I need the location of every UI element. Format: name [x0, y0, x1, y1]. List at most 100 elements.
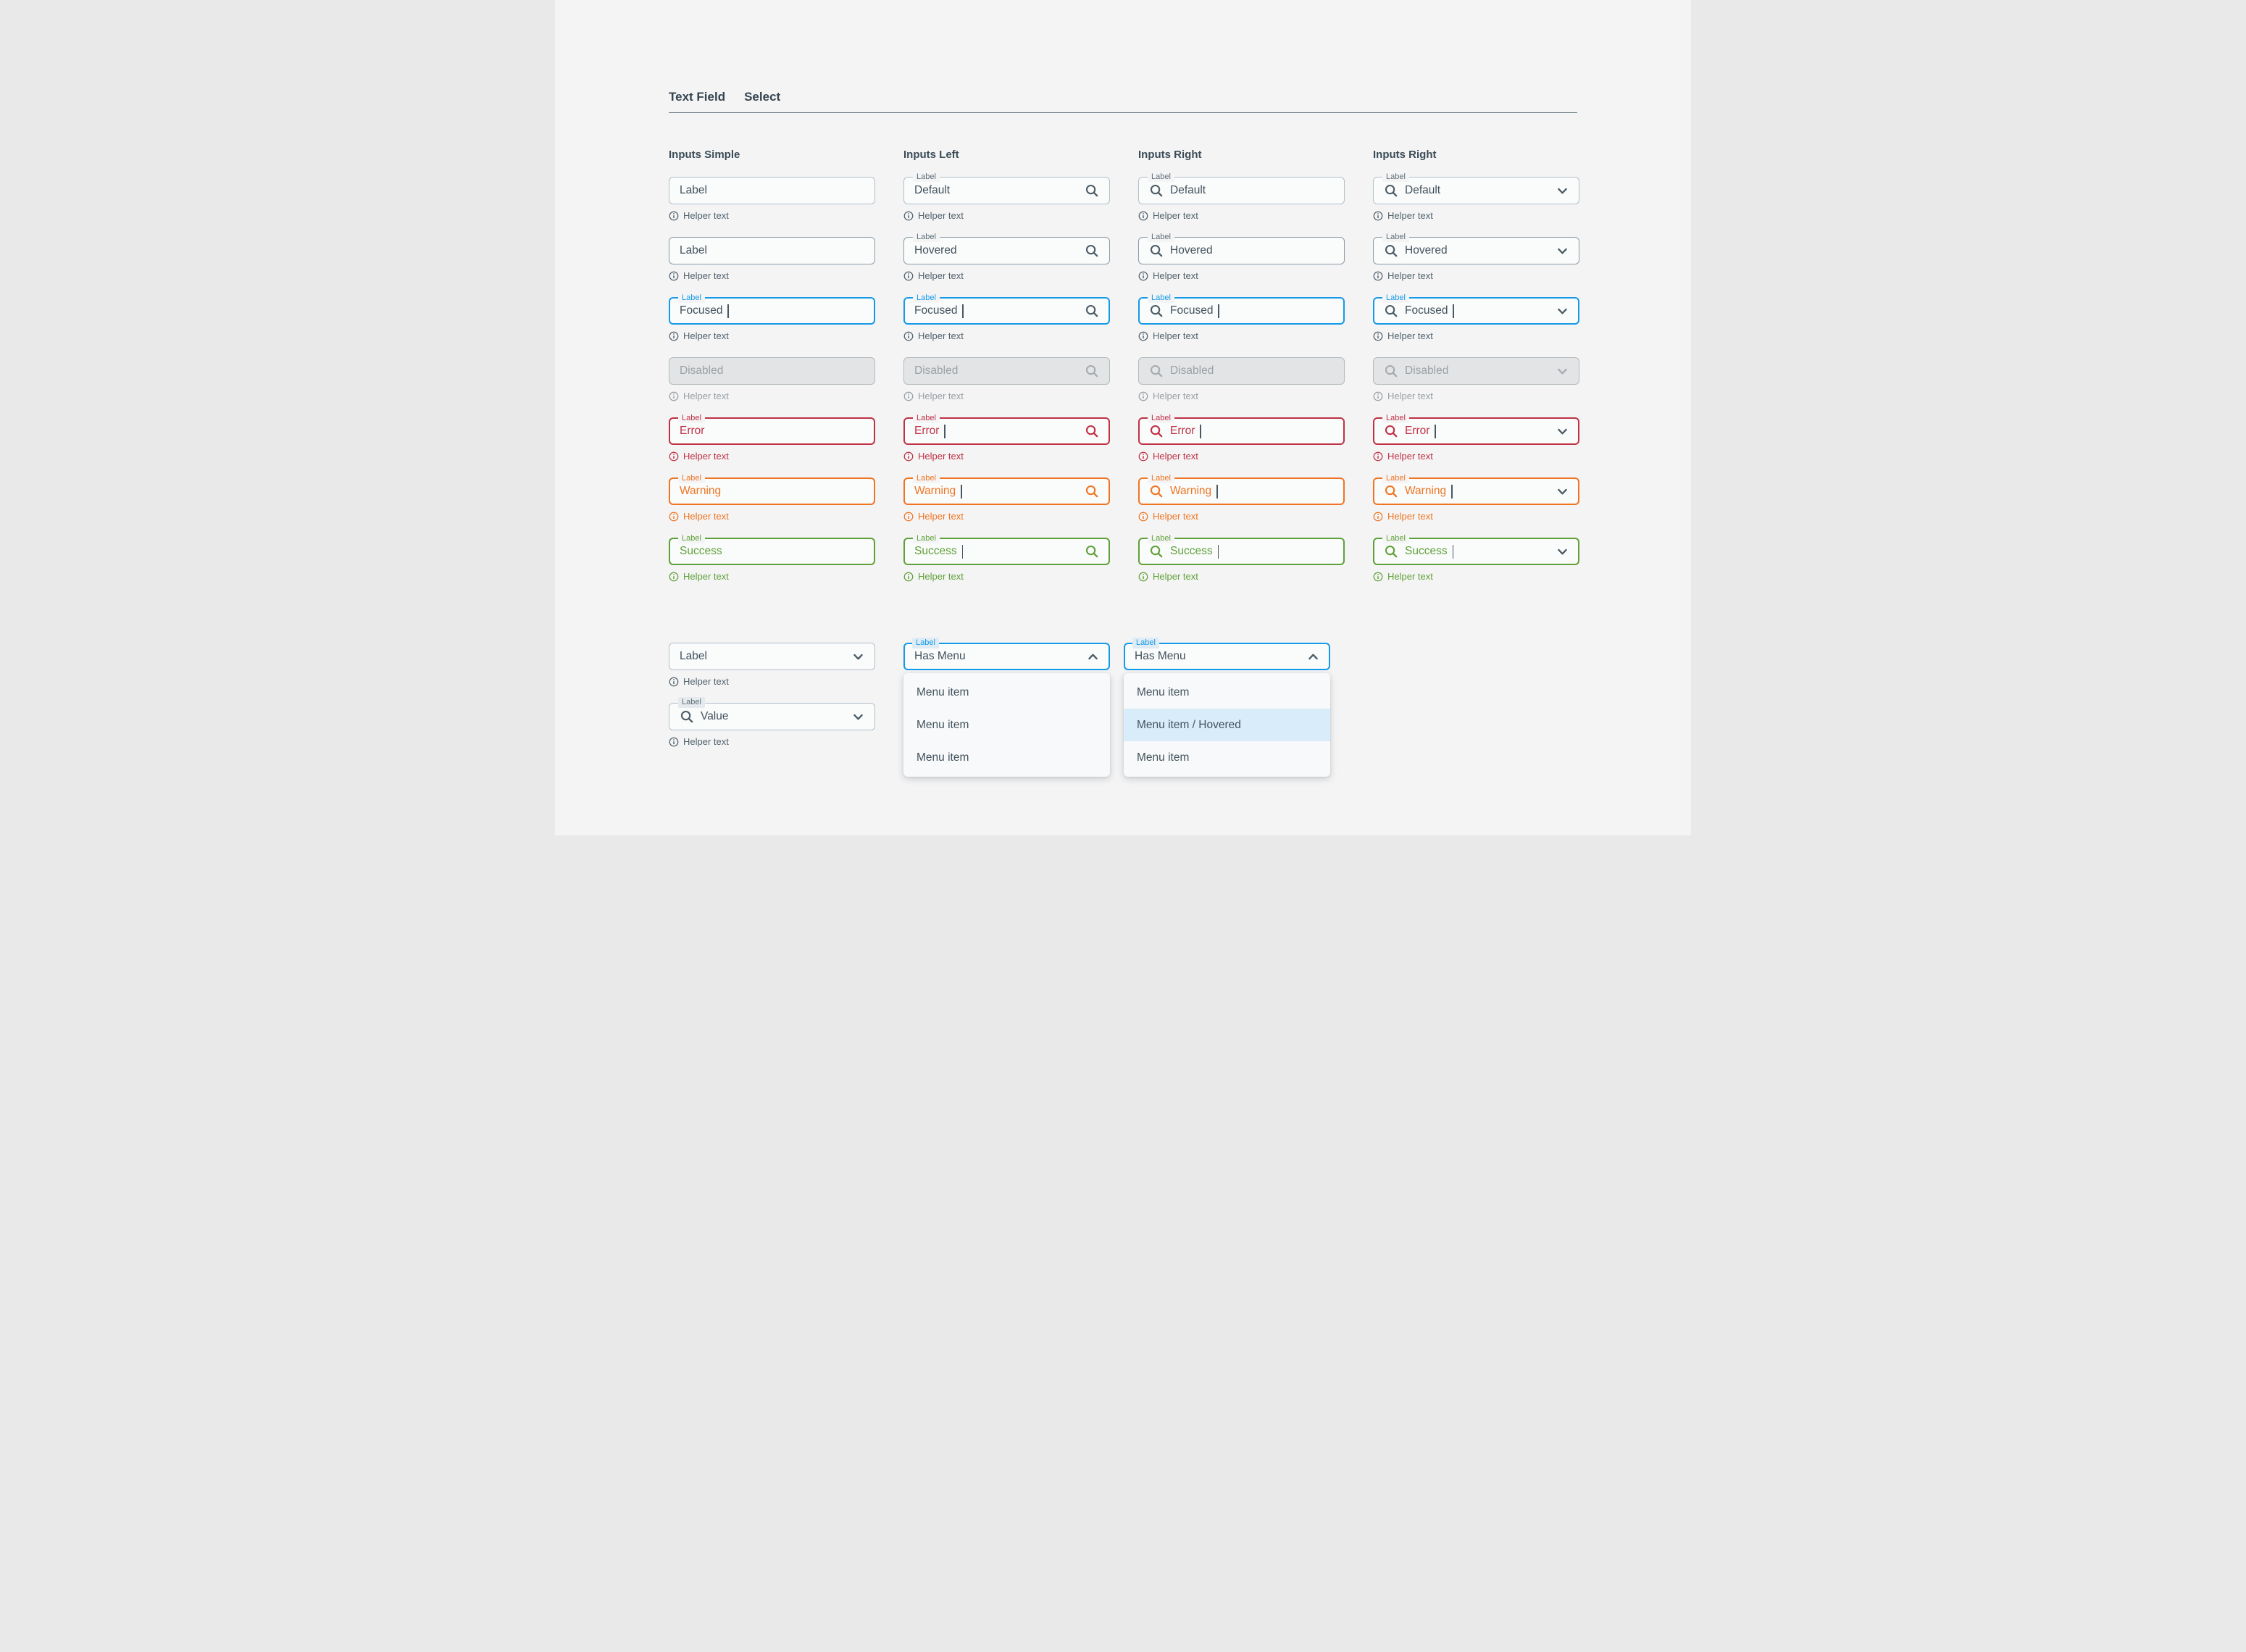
text-input-warning[interactable]: Label Warning — [903, 474, 1110, 505]
search-icon — [1150, 485, 1163, 498]
info-icon — [1138, 451, 1148, 461]
text-input-disabled[interactable]: Disabled — [1138, 357, 1345, 385]
helper-text-label: Helper text — [1387, 511, 1433, 522]
text-input-default[interactable]: Label — [669, 177, 875, 204]
input-value: Disabled — [1405, 364, 1449, 377]
select-input[interactable]: Label — [669, 643, 875, 670]
floating-label: Label — [1382, 233, 1409, 242]
input-value: Focused — [914, 304, 958, 317]
helper-text-label: Helper text — [683, 330, 729, 341]
chevron-down-icon — [1558, 308, 1567, 314]
floating-label: Label — [678, 697, 705, 708]
floating-label: Label — [913, 474, 940, 483]
text-input-warning[interactable]: Label Warning — [669, 474, 875, 505]
menu-item[interactable]: Menu item / Hovered — [1124, 709, 1330, 741]
text-input-success[interactable]: Label Success — [1373, 534, 1579, 565]
field-focused: Label Focused Helper text — [669, 293, 875, 341]
helper-text: Helper text — [1373, 391, 1579, 401]
select-examples: Label Helper text Label Value Helper text — [669, 643, 875, 763]
text-input-error[interactable]: Label Error — [1138, 414, 1345, 445]
design-system-page: Text Field Select Inputs Simple Label Help… — [555, 0, 1691, 835]
menu-item[interactable]: Menu item — [1137, 751, 1190, 764]
input-value: Error — [1170, 425, 1195, 437]
input-value: Success — [680, 545, 722, 557]
helper-text-label: Helper text — [683, 391, 729, 401]
helper-text: Helper text — [669, 676, 875, 687]
menu-item[interactable]: Menu item — [917, 751, 969, 764]
info-icon — [903, 572, 914, 581]
text-input-disabled[interactable]: Disabled — [669, 357, 875, 385]
text-input-success[interactable]: Label Success — [669, 534, 875, 565]
search-icon — [1085, 425, 1098, 438]
text-input-success[interactable]: Label Success — [1138, 534, 1345, 565]
text-input-disabled[interactable]: Disabled — [1373, 357, 1579, 385]
info-icon — [669, 271, 679, 280]
text-input-warning[interactable]: Label Warning — [1373, 474, 1579, 505]
helper-text: Helper text — [669, 210, 875, 221]
column-0: Inputs Simple Label Helper text Label Helper… — [669, 149, 875, 598]
text-input-warning[interactable]: Label Warning — [1138, 474, 1345, 505]
helper-text: Helper text — [669, 571, 875, 582]
menu-item[interactable]: Menu item — [917, 718, 969, 731]
text-input-success[interactable]: Label Success — [903, 534, 1110, 565]
text-input-default[interactable]: Label Default — [1138, 172, 1345, 204]
select-input-open[interactable]: Label Has Menu — [1124, 638, 1330, 670]
tab-text-field[interactable]: Text Field — [669, 90, 726, 104]
column-title: Inputs Right — [1138, 149, 1202, 161]
floating-label: Label — [1382, 414, 1409, 423]
field-focused: Label Focused Helper text — [1373, 293, 1579, 341]
field-focused: Label Focused Helper text — [1138, 293, 1345, 341]
select-input[interactable]: Label Value — [669, 697, 875, 730]
field-success: Label Success Helper text — [669, 534, 875, 582]
input-value: Error — [680, 425, 705, 437]
helper-text: Helper text — [1373, 330, 1579, 341]
text-input-error[interactable]: Label Error — [669, 414, 875, 445]
floating-label: Label — [1382, 534, 1409, 543]
field-success: Label Success Helper text — [903, 534, 1110, 582]
helper-text: Helper text — [1138, 270, 1345, 281]
field-hovered: Label Hovered Helper text — [903, 233, 1110, 281]
field-warning: Label Warning Helper text — [1138, 474, 1345, 522]
text-input-hovered[interactable]: Label Hovered — [1138, 233, 1345, 264]
helper-text: Helper text — [1138, 511, 1345, 522]
select-with-open-menu-hovered: Label Has Menu Menu item Menu item / Hovere… — [1124, 638, 1330, 777]
menu-item[interactable]: Menu item — [1137, 685, 1190, 698]
text-input-error[interactable]: Label Error — [1373, 414, 1579, 445]
input-value: Success — [1170, 545, 1213, 557]
input-value: Success — [1405, 545, 1448, 557]
text-input-default[interactable]: Label Default — [1373, 172, 1579, 204]
floating-label: Label — [913, 534, 940, 543]
input-value: Hovered — [1405, 244, 1448, 256]
select-field: Label Value Helper text — [669, 697, 875, 747]
search-icon — [1385, 364, 1398, 377]
text-input-error[interactable]: Label Error — [903, 414, 1110, 445]
field-warning: Label Warning Helper text — [1373, 474, 1579, 522]
info-icon — [669, 737, 679, 746]
input-value: Disabled — [1170, 364, 1214, 377]
search-icon — [1385, 244, 1398, 257]
floating-label: Label — [1382, 474, 1409, 483]
helper-text-label: Helper text — [1387, 451, 1433, 462]
field-success: Label Success Helper text — [1373, 534, 1579, 582]
text-cursor — [1216, 484, 1218, 498]
text-cursor — [1218, 304, 1219, 318]
text-input-focused[interactable]: Label Focused — [903, 293, 1110, 325]
input-value: Success — [914, 545, 957, 557]
text-input-hovered[interactable]: Label — [669, 237, 875, 264]
text-input-hovered[interactable]: Label Hovered — [1373, 233, 1579, 264]
info-icon — [903, 451, 914, 461]
text-input-default[interactable]: Label Default — [903, 172, 1110, 204]
text-input-hovered[interactable]: Label Hovered — [903, 233, 1110, 264]
text-input-disabled[interactable]: Disabled — [903, 357, 1110, 385]
helper-text-label: Helper text — [1153, 391, 1198, 401]
info-icon — [903, 211, 914, 220]
tab-select[interactable]: Select — [744, 90, 781, 104]
text-cursor — [1435, 424, 1436, 438]
select-input-open[interactable]: Label Has Menu — [903, 638, 1110, 670]
text-input-focused[interactable]: Label Focused — [669, 293, 875, 325]
menu-item[interactable]: Menu item — [917, 685, 969, 698]
search-icon — [1150, 364, 1163, 377]
text-input-focused[interactable]: Label Focused — [1138, 293, 1345, 325]
search-icon — [1085, 304, 1098, 317]
text-input-focused[interactable]: Label Focused — [1373, 293, 1579, 325]
